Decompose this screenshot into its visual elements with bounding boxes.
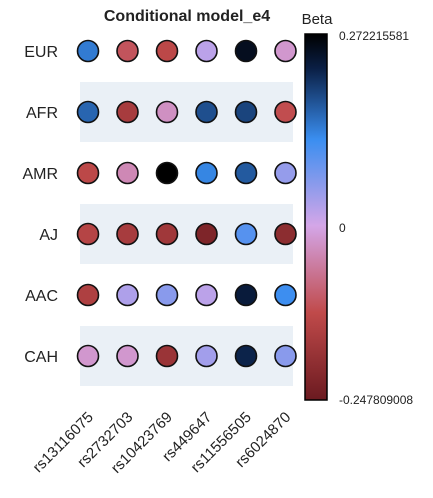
heatmap-cell — [117, 346, 138, 367]
heatmap-cell — [117, 163, 138, 184]
chart-title: Conditional model_e4 — [104, 8, 270, 25]
heatmap-cell — [196, 285, 217, 306]
heatmap-cell — [78, 163, 99, 184]
colorbar-max-label: 0.272215581 — [339, 29, 409, 43]
row-label: CAH — [24, 349, 58, 366]
heatmap-cell — [196, 346, 217, 367]
heatmap-cell — [236, 102, 257, 123]
row-label: AAC — [25, 288, 58, 305]
row-label: AFR — [26, 105, 58, 122]
row-label: EUR — [24, 44, 58, 61]
heatmap-cell — [236, 163, 257, 184]
heatmap-cell — [78, 285, 99, 306]
heatmap-cell — [275, 224, 296, 245]
heatmap-cell — [117, 41, 138, 62]
heatmap-cell — [275, 163, 296, 184]
heatmap-cell — [157, 285, 178, 306]
colorbar — [305, 34, 327, 400]
heatmap-cell — [275, 285, 296, 306]
heatmap-cell — [196, 224, 217, 245]
row-band — [80, 204, 293, 264]
heatmap-cell — [117, 224, 138, 245]
colorbar-min-label: -0.247809008 — [339, 393, 413, 407]
heatmap-cell — [275, 102, 296, 123]
heatmap-cell — [157, 102, 178, 123]
heatmap-cell — [196, 102, 217, 123]
heatmap-cell — [78, 346, 99, 367]
row-label: AMR — [22, 166, 58, 183]
heatmap-cell — [157, 41, 178, 62]
heatmap-cell — [196, 163, 217, 184]
heatmap-cell — [275, 41, 296, 62]
row-labels: EUR AFR AMR AJ AAC CAH — [22, 44, 58, 366]
column-labels: rs13116075rs2732703rs10423769rs449647rs1… — [30, 409, 295, 477]
colorbar-mid-label: 0 — [339, 221, 346, 235]
row-band — [80, 326, 293, 386]
row-label: AJ — [39, 227, 58, 244]
heatmap-cell — [78, 41, 99, 62]
heatmap-cell — [236, 41, 257, 62]
heatmap-cell — [236, 346, 257, 367]
row-bands — [80, 82, 293, 386]
heatmap-cell — [275, 346, 296, 367]
heatmap-cell — [236, 224, 257, 245]
heatmap-cell — [236, 285, 257, 306]
heatmap-cell — [78, 102, 99, 123]
heatmap-cell — [157, 346, 178, 367]
heatmap-cell — [157, 224, 178, 245]
heatmap-cell — [117, 102, 138, 123]
row-band — [80, 82, 293, 142]
heatmap-cell — [196, 41, 217, 62]
colorbar-title: Beta — [302, 11, 334, 28]
heatmap-cell — [157, 163, 178, 184]
heatmap-cell — [117, 285, 138, 306]
heatmap-cell — [78, 224, 99, 245]
